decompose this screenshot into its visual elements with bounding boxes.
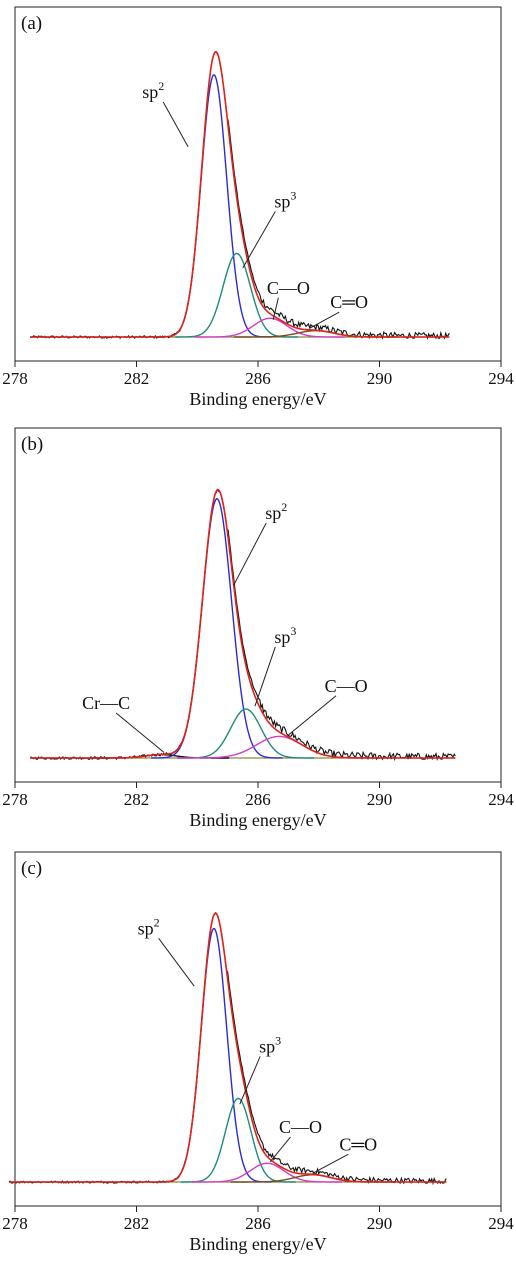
annotation-co: C═O bbox=[339, 1134, 377, 1154]
raw-spectrum bbox=[30, 488, 456, 762]
x-tick-label: 282 bbox=[124, 1214, 150, 1233]
annotation-leader bbox=[254, 646, 276, 707]
annotation-leader bbox=[239, 1056, 261, 1105]
x-axis-label: Binding energy/eV bbox=[189, 810, 326, 830]
annotation-sp3: sp3 bbox=[274, 624, 296, 647]
x-tick-label: 294 bbox=[488, 1214, 514, 1233]
x-tick-label: 286 bbox=[245, 1214, 271, 1233]
annotation-co: C═O bbox=[330, 292, 368, 312]
annotation-crc: Cr—C bbox=[82, 693, 130, 713]
fitted-envelope bbox=[8, 912, 447, 1183]
annotation-leader bbox=[272, 297, 279, 320]
annotation-sp2: sp2 bbox=[265, 500, 287, 523]
x-tick-label: 290 bbox=[367, 1214, 393, 1233]
x-tick-label: 286 bbox=[245, 369, 271, 388]
annotation-leader bbox=[233, 522, 267, 586]
x-tick-label: 290 bbox=[367, 790, 393, 809]
annotation-sp2: sp2 bbox=[142, 79, 164, 102]
x-tick-label: 286 bbox=[245, 790, 271, 809]
raw-spectrum bbox=[8, 911, 447, 1186]
fitted-envelope bbox=[30, 50, 450, 338]
panel-label: (c) bbox=[21, 858, 42, 879]
annotation-sp2: sp2 bbox=[138, 915, 160, 938]
annotation-leader bbox=[162, 101, 189, 148]
plot-frame bbox=[14, 851, 502, 1207]
peak-co bbox=[191, 1162, 342, 1183]
annotation-leader bbox=[288, 695, 337, 736]
annotation-leader bbox=[158, 938, 195, 987]
chart-panel-1: (a) 278 282 286 290 294 Binding energy/eV sp2 sp… bbox=[2, 6, 514, 409]
raw-spectrum bbox=[29, 51, 450, 340]
x-tick-label: 278 bbox=[2, 1214, 28, 1233]
annotation-co: C—O bbox=[279, 1117, 322, 1137]
x-tick-label: 290 bbox=[367, 369, 393, 388]
chart-panel-3: (c) 278 282 286 290 294 Binding energy/eV sp2 sp… bbox=[2, 851, 514, 1254]
x-tick-label: 282 bbox=[124, 790, 150, 809]
x-tick-label: 278 bbox=[2, 790, 28, 809]
annotation-leader bbox=[269, 1136, 291, 1163]
panel-label: (a) bbox=[21, 13, 42, 34]
plot-frame bbox=[14, 6, 502, 362]
chart-panel-2: (b) 278 282 286 290 294 Binding energy/eV Cr—C s… bbox=[2, 427, 514, 830]
annotation-co: C—O bbox=[267, 278, 310, 298]
x-tick-label: 294 bbox=[488, 369, 514, 388]
annotation-co: C—O bbox=[325, 676, 368, 696]
annotation-sp3: sp3 bbox=[259, 1033, 281, 1056]
annotation-sp3: sp3 bbox=[274, 188, 296, 211]
x-axis-label: Binding energy/eV bbox=[189, 389, 326, 409]
peak-co bbox=[194, 317, 346, 338]
panel-label: (b) bbox=[21, 434, 43, 455]
x-tick-label: 294 bbox=[488, 790, 514, 809]
annotation-leader bbox=[309, 311, 340, 329]
annotation-leader bbox=[242, 211, 276, 269]
plot-frame bbox=[14, 427, 502, 783]
annotation-leader bbox=[115, 712, 165, 753]
peak-sp2 bbox=[151, 498, 283, 759]
fitted-envelope bbox=[30, 488, 456, 759]
x-tick-label: 278 bbox=[2, 369, 28, 388]
annotation-leader bbox=[312, 1153, 349, 1174]
x-axis-label: Binding energy/eV bbox=[189, 1234, 326, 1254]
x-tick-label: 282 bbox=[124, 369, 150, 388]
